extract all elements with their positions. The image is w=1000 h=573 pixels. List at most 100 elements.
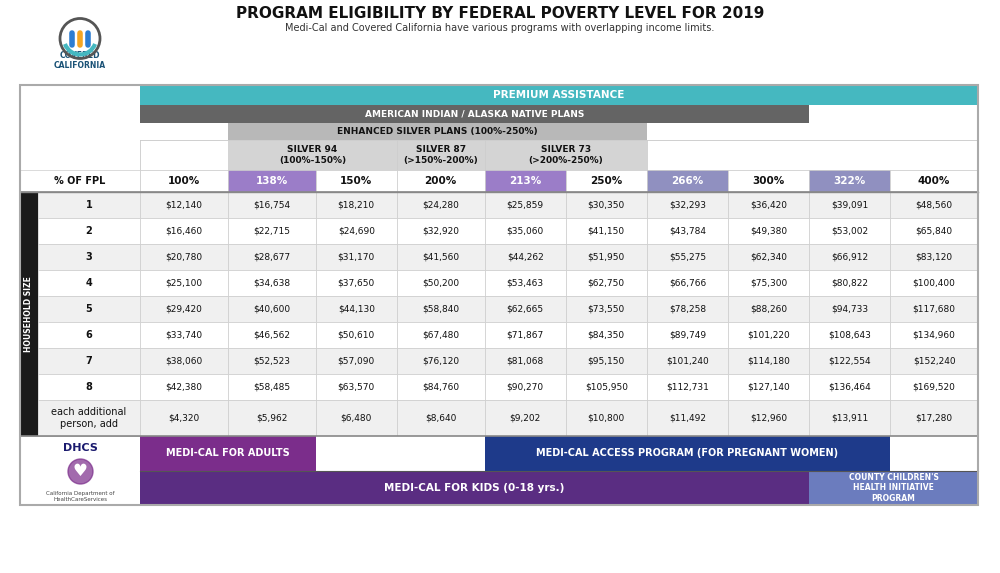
Text: $25,859: $25,859 (507, 201, 544, 210)
Text: $44,130: $44,130 (338, 304, 375, 313)
Text: $73,550: $73,550 (588, 304, 625, 313)
Bar (20, 85, 978, 505)
Text: $12,140: $12,140 (165, 201, 202, 210)
Text: MEDI-CAL FOR KIDS (0-18 yrs.): MEDI-CAL FOR KIDS (0-18 yrs.) (384, 482, 565, 493)
Bar (20, 170, 140, 192)
Text: 250%: 250% (590, 176, 622, 186)
Text: $58,485: $58,485 (253, 383, 290, 391)
Bar (316, 296, 397, 322)
Bar (38, 322, 140, 348)
Bar (397, 400, 485, 436)
Text: $50,200: $50,200 (422, 278, 459, 288)
Bar (316, 322, 397, 348)
Bar (647, 348, 728, 374)
Text: ENHANCED SILVER PLANS (100%-250%): ENHANCED SILVER PLANS (100%-250%) (337, 127, 538, 136)
Bar (728, 348, 809, 374)
Text: SILVER 73
(>200%-250%): SILVER 73 (>200%-250%) (528, 146, 603, 164)
Bar (228, 140, 397, 170)
Bar (809, 374, 890, 400)
Text: $4,320: $4,320 (168, 414, 200, 422)
Bar (20, 192, 38, 436)
Text: 3: 3 (86, 252, 92, 262)
Bar (566, 218, 647, 244)
Text: PROGRAM ELIGIBILITY BY FEDERAL POVERTY LEVEL FOR 2019: PROGRAM ELIGIBILITY BY FEDERAL POVERTY L… (236, 6, 764, 22)
Bar (485, 436, 890, 470)
Text: $62,665: $62,665 (507, 304, 544, 313)
Text: $101,220: $101,220 (747, 331, 790, 339)
Bar (809, 105, 978, 123)
Bar (140, 470, 809, 505)
Bar (316, 244, 397, 270)
Text: $33,740: $33,740 (165, 331, 202, 339)
Bar (38, 270, 140, 296)
Bar (890, 218, 978, 244)
Bar (890, 400, 978, 436)
Bar (140, 322, 228, 348)
Text: SILVER 94
(100%-150%): SILVER 94 (100%-150%) (279, 146, 346, 164)
Bar (228, 400, 316, 436)
Text: $43,784: $43,784 (669, 226, 706, 236)
Bar (890, 374, 978, 400)
Text: ♥: ♥ (73, 461, 87, 480)
Bar (890, 170, 978, 192)
Text: $95,150: $95,150 (588, 356, 625, 366)
Text: $36,420: $36,420 (750, 201, 787, 210)
Bar (140, 140, 228, 170)
Bar (228, 322, 316, 348)
Text: $49,380: $49,380 (750, 226, 787, 236)
Bar (647, 400, 728, 436)
Bar (647, 244, 728, 270)
Text: $24,690: $24,690 (338, 226, 375, 236)
Text: % OF FPL: % OF FPL (54, 176, 106, 186)
Bar (397, 322, 485, 348)
Bar (228, 170, 316, 192)
Text: $40,600: $40,600 (253, 304, 290, 313)
Bar (38, 218, 140, 244)
Bar (809, 470, 978, 505)
Bar (809, 192, 890, 218)
Bar (647, 170, 728, 192)
Text: $83,120: $83,120 (916, 253, 953, 261)
Bar (728, 270, 809, 296)
Bar (728, 218, 809, 244)
Bar (890, 192, 978, 218)
Text: $114,180: $114,180 (747, 356, 790, 366)
Bar (228, 218, 316, 244)
Text: 6: 6 (86, 330, 92, 340)
Text: HOUSEHOLD SIZE: HOUSEHOLD SIZE (24, 276, 34, 352)
Bar (316, 374, 397, 400)
Bar (485, 192, 566, 218)
Bar (647, 296, 728, 322)
Bar (20, 436, 140, 505)
Text: $76,120: $76,120 (422, 356, 459, 366)
Text: $100,400: $100,400 (913, 278, 956, 288)
Text: $46,562: $46,562 (253, 331, 290, 339)
Bar (728, 374, 809, 400)
Text: $65,840: $65,840 (916, 226, 953, 236)
Bar (890, 348, 978, 374)
Bar (140, 123, 228, 140)
Bar (485, 348, 566, 374)
Bar (647, 270, 728, 296)
Text: California Department of
HealthCareServices: California Department of HealthCareServi… (46, 491, 114, 502)
Bar (809, 170, 890, 192)
Text: $90,270: $90,270 (507, 383, 544, 391)
Bar (728, 244, 809, 270)
Bar (809, 270, 890, 296)
Text: $32,920: $32,920 (422, 226, 459, 236)
Text: $44,262: $44,262 (507, 253, 544, 261)
Text: 2: 2 (86, 226, 92, 236)
Text: AMERICAN INDIAN / ALASKA NATIVE PLANS: AMERICAN INDIAN / ALASKA NATIVE PLANS (365, 109, 584, 119)
Text: $58,840: $58,840 (422, 304, 459, 313)
Text: 266%: 266% (671, 176, 704, 186)
Bar (20, 85, 978, 505)
Bar (316, 436, 485, 470)
Text: $81,068: $81,068 (507, 356, 544, 366)
Bar (809, 400, 890, 436)
Bar (890, 244, 978, 270)
Bar (397, 374, 485, 400)
Bar (890, 322, 978, 348)
Text: $50,610: $50,610 (338, 331, 375, 339)
Bar (140, 400, 228, 436)
Bar (485, 170, 566, 192)
